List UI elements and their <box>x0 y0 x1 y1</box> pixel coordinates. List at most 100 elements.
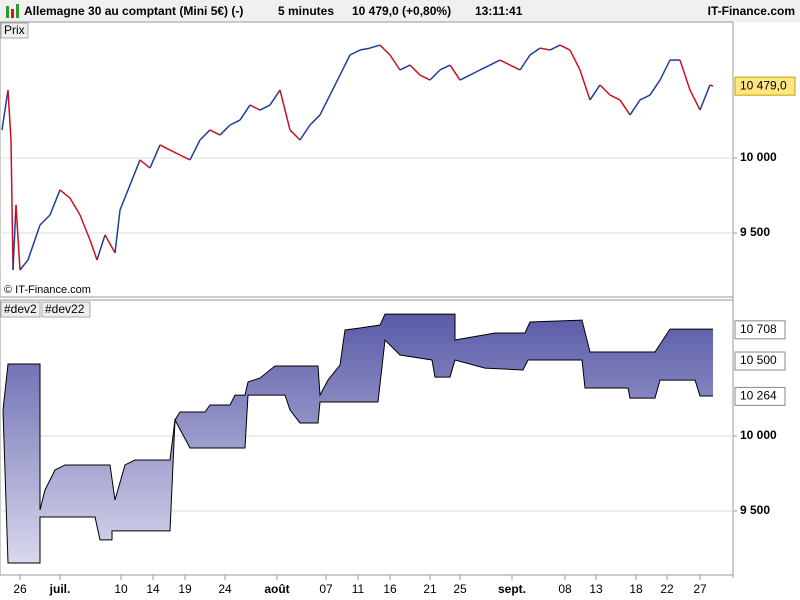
y-tick-label: 9 500 <box>740 503 770 517</box>
price-segment <box>419 74 431 81</box>
price-segment <box>599 84 611 96</box>
price-segment <box>449 64 461 81</box>
price-segment <box>549 44 561 51</box>
price-segment <box>269 89 281 106</box>
price-segment <box>389 54 401 71</box>
x-tick-label: 22 <box>660 582 674 596</box>
x-tick-label: 26 <box>13 582 27 596</box>
price-segment <box>149 144 161 169</box>
price-segment <box>12 204 17 271</box>
price-segment <box>359 47 371 51</box>
price-segment <box>489 59 501 66</box>
price-segment <box>629 99 641 116</box>
price-segment <box>59 189 71 199</box>
price-segment <box>349 49 361 56</box>
price-segment <box>579 69 591 101</box>
price-segment <box>369 44 381 49</box>
price-segment <box>699 84 711 111</box>
band-line <box>2 338 713 564</box>
price-segment <box>569 49 581 71</box>
price-segment <box>439 64 451 71</box>
level-label: 10 500 <box>740 353 777 367</box>
price-segment <box>79 214 91 241</box>
band-line <box>2 313 713 511</box>
price-segment <box>219 124 231 136</box>
price-segment <box>509 64 521 71</box>
icon <box>6 6 9 18</box>
price-segment <box>329 74 341 96</box>
price-segment <box>1 89 9 131</box>
price-segment <box>209 129 221 136</box>
level-box <box>734 320 786 340</box>
price-segment <box>89 239 98 261</box>
price-segment <box>639 94 651 101</box>
price-segment <box>319 94 331 116</box>
price-segment <box>289 129 301 141</box>
price-segment <box>679 59 691 91</box>
price-segment <box>379 44 391 56</box>
price-segment <box>539 47 551 51</box>
x-tick-label: 19 <box>178 582 192 596</box>
price-segment <box>169 149 181 156</box>
price-segment <box>409 64 421 76</box>
price-segment <box>10 139 14 271</box>
legend-box <box>0 301 41 318</box>
x-tick-label: 11 <box>352 582 365 596</box>
icon <box>11 9 14 18</box>
x-tick-label: 25 <box>453 582 467 596</box>
price-segment <box>469 69 481 76</box>
band-fill <box>3 314 713 564</box>
price-segment <box>479 64 491 71</box>
brand: IT-Finance.com <box>708 4 795 18</box>
price-segment <box>459 74 471 81</box>
price-segment <box>249 104 261 111</box>
price-segment <box>159 144 171 151</box>
x-tick-label: 07 <box>319 582 333 596</box>
y-tick-label: 10 000 <box>740 428 777 442</box>
price-segment <box>259 104 271 111</box>
legend-box <box>41 301 91 318</box>
price-segment <box>659 59 671 81</box>
title-bar <box>0 0 800 22</box>
x-tick-label: sept. <box>498 582 526 596</box>
price-segment <box>114 209 121 254</box>
x-tick-label: 13 <box>589 582 603 596</box>
price-segment <box>179 154 191 161</box>
price-segment <box>399 64 411 71</box>
price-segment <box>129 159 141 186</box>
price-segment <box>499 59 511 66</box>
price-segment <box>19 259 29 271</box>
instrument: Allemagne 30 au comptant (Mini 5€) (-) <box>24 4 243 18</box>
price-segment <box>709 84 714 87</box>
panel-label: Prix <box>4 23 25 37</box>
x-tick-label: 08 <box>558 582 572 596</box>
copyright: © IT-Finance.com <box>4 284 91 296</box>
y-tick-label: 9 500 <box>740 225 770 239</box>
time: 13:11:41 <box>475 4 523 18</box>
price-segment <box>27 224 41 261</box>
level-label: 10 708 <box>740 322 777 336</box>
last-price-label: 10 479,0 <box>740 78 787 92</box>
price-segment <box>39 214 51 226</box>
price-segment <box>15 204 21 271</box>
legend-label: #dev2 <box>4 302 37 316</box>
last-price-box <box>734 76 796 96</box>
price-segment <box>559 44 571 51</box>
x-tick-label: 18 <box>629 582 643 596</box>
price-segment <box>299 124 311 141</box>
x-tick-label: 16 <box>383 582 397 596</box>
interval: 5 minutes <box>278 4 334 18</box>
price-segment <box>199 129 211 141</box>
price-segment <box>96 234 106 261</box>
price-segment <box>49 189 61 216</box>
price-segment <box>689 89 701 111</box>
price-segment <box>7 90 12 141</box>
price-segment <box>519 54 531 71</box>
level-box <box>734 351 786 371</box>
x-tick-label: 27 <box>693 582 707 596</box>
price-segment <box>309 114 321 126</box>
legend-label: #dev22 <box>45 302 85 316</box>
x-tick-label: 10 <box>114 582 128 596</box>
price-segment <box>429 69 441 81</box>
